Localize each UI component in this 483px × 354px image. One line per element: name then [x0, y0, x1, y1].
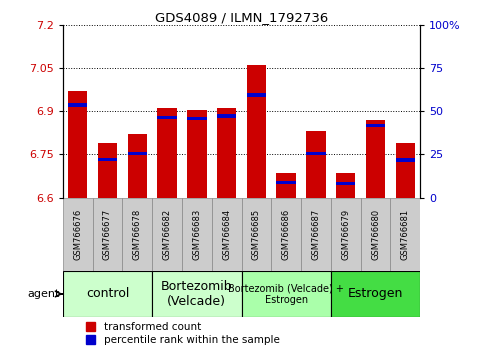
Bar [396, 158, 415, 161]
Bar [128, 134, 147, 198]
Text: GSM766687: GSM766687 [312, 209, 320, 260]
FancyBboxPatch shape [152, 198, 182, 271]
Bar [98, 158, 117, 161]
Bar [336, 173, 355, 198]
Text: GSM766677: GSM766677 [103, 209, 112, 260]
Bar [276, 173, 296, 198]
FancyBboxPatch shape [122, 198, 152, 271]
Bar [366, 124, 385, 127]
Bar [128, 152, 147, 155]
Bar [217, 114, 236, 118]
FancyBboxPatch shape [63, 198, 93, 271]
Bar [98, 143, 117, 198]
Bar [68, 91, 87, 198]
Bar [336, 182, 355, 185]
Bar [157, 116, 177, 119]
Bar [68, 103, 87, 107]
FancyBboxPatch shape [301, 198, 331, 271]
Bar [187, 117, 207, 120]
Bar [396, 143, 415, 198]
Legend: transformed count, percentile rank within the sample: transformed count, percentile rank withi… [86, 322, 280, 346]
FancyBboxPatch shape [212, 198, 242, 271]
FancyBboxPatch shape [331, 271, 420, 317]
Text: GSM766681: GSM766681 [401, 209, 410, 260]
Text: GSM766683: GSM766683 [192, 209, 201, 260]
Text: Estrogen: Estrogen [348, 287, 403, 301]
Title: GDS4089 / ILMN_1792736: GDS4089 / ILMN_1792736 [155, 11, 328, 24]
FancyBboxPatch shape [271, 198, 301, 271]
Bar [306, 152, 326, 155]
Text: control: control [86, 287, 129, 301]
Bar [247, 65, 266, 198]
FancyBboxPatch shape [93, 198, 122, 271]
FancyBboxPatch shape [331, 198, 361, 271]
FancyBboxPatch shape [361, 198, 390, 271]
Text: GSM766685: GSM766685 [252, 209, 261, 260]
FancyBboxPatch shape [182, 198, 212, 271]
Text: Bortezomib (Velcade) +
Estrogen: Bortezomib (Velcade) + Estrogen [228, 283, 344, 305]
Bar [306, 131, 326, 198]
FancyBboxPatch shape [152, 271, 242, 317]
Bar [247, 93, 266, 97]
Text: GSM766676: GSM766676 [73, 209, 82, 260]
Bar [217, 108, 236, 198]
Text: Bortezomib
(Velcade): Bortezomib (Velcade) [161, 280, 233, 308]
Text: GSM766680: GSM766680 [371, 209, 380, 260]
Bar [366, 120, 385, 198]
Bar [157, 108, 177, 198]
FancyBboxPatch shape [63, 271, 152, 317]
Bar [187, 110, 207, 198]
Text: GSM766679: GSM766679 [341, 209, 350, 260]
Text: GSM766686: GSM766686 [282, 209, 291, 260]
Text: GSM766678: GSM766678 [133, 209, 142, 260]
FancyBboxPatch shape [390, 198, 420, 271]
FancyBboxPatch shape [242, 271, 331, 317]
FancyBboxPatch shape [242, 198, 271, 271]
Text: GSM766682: GSM766682 [163, 209, 171, 260]
Bar [276, 181, 296, 184]
Text: agent: agent [28, 289, 60, 299]
Text: GSM766684: GSM766684 [222, 209, 231, 260]
